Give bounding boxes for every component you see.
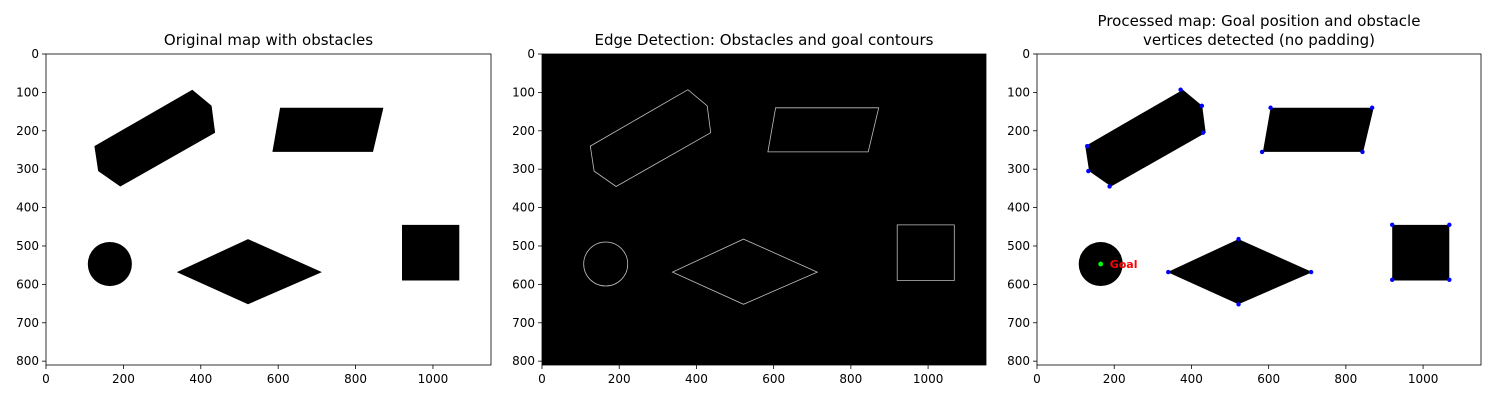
y-tick-label: 400 [1007,201,1030,215]
y-tick-label: 400 [16,201,39,215]
y-tick-label: 600 [512,277,535,291]
x-tick-label: 200 [1103,372,1126,386]
y-tick-label: 500 [1007,239,1030,253]
obstacle-3 [671,238,819,305]
x-tick-label: 0 [1033,372,1041,386]
vertex-marker [1369,105,1375,110]
image-background [542,54,986,365]
y-tick-label: 700 [512,316,535,330]
obstacle-1 [94,89,216,187]
y-tick-label: 300 [512,162,535,176]
vertex-marker [1268,105,1273,110]
x-tick-label: 600 [1257,372,1280,386]
y-tick-label: 100 [1007,85,1030,99]
y-tick-label: 200 [16,124,39,138]
x-tick-label: 0 [42,372,50,386]
image-background [46,54,491,365]
vertex-marker [1259,149,1265,155]
y-tick-label: 300 [1007,162,1030,176]
y-tick-label: 800 [512,354,535,368]
y-tick-label: 500 [16,239,39,253]
chart-title: Original map with obstacles [164,31,373,49]
obstacle-3 [176,239,322,305]
panel-1: 0 200 400 600 800 1000 0 100 200 300 400 500 600 700 8… [16,31,492,386]
y-tick-label: 600 [1007,277,1030,291]
vertex-marker [1236,302,1241,307]
x-tick-label: 200 [608,372,631,386]
obstacle-5 [583,241,629,287]
obstacle-2 [1262,107,1374,152]
x-tick-label: 1000 [913,372,944,386]
y-tick-label: 400 [512,201,535,215]
obstacle-1 [589,89,712,187]
y-tick-label: 600 [16,277,39,291]
image-content: Goal [1078,87,1452,307]
image-background [1037,54,1481,365]
y-tick-label: 0 [527,47,535,61]
vertex-marker [1308,269,1314,275]
x-tick-label: 800 [344,372,367,386]
vertex-marker [1199,103,1205,109]
y-tick-label: 800 [1007,354,1030,368]
x-tick-label: 400 [1180,372,1203,386]
axes-frame [541,53,987,366]
y-tick-label: 300 [16,162,39,176]
image-content [583,89,955,305]
vertex-marker [1086,168,1091,174]
x-tick-label: 800 [1334,372,1357,386]
vertex-marker [1390,222,1395,228]
chart-title: vertices detected (no padding) [1143,31,1375,49]
image-content [87,89,460,305]
y-tick-label: 100 [512,85,535,99]
x-tick-label: 600 [762,372,785,386]
y-tick-label: 100 [16,85,39,99]
x-tick-label: 400 [685,372,708,386]
x-tick-label: 400 [189,372,212,386]
vertex-marker [1200,130,1206,135]
obstacle-4 [1392,224,1450,281]
axes-frame [45,53,492,366]
obstacle-4 [402,224,460,281]
chart-title: Edge Detection: Obstacles and goal conto… [595,31,934,49]
obstacle-4 [896,224,955,281]
vertex-marker [1107,184,1112,189]
x-tick-label: 600 [267,372,290,386]
y-tick-label: 500 [512,239,535,253]
x-tick-label: 1000 [418,372,449,386]
y-tick-label: 700 [16,316,39,330]
panel-3: Goal 0 200 400 600 800 1000 0 100 200 300 400 500 600… [1007,12,1482,386]
goal-marker [1098,261,1104,267]
axes-frame [1036,53,1482,366]
y-tick-label: 200 [512,124,535,138]
vertex-marker [1166,269,1171,275]
vertex-marker [1084,143,1090,149]
obstacle-3 [1167,239,1313,305]
y-tick-label: 200 [1007,124,1030,138]
obstacle-2 [272,107,384,152]
y-tick-label: 800 [16,354,39,368]
y-tick-label: 0 [31,47,39,61]
x-tick-label: 0 [538,372,546,386]
goal-label: Goal [1110,258,1138,271]
panel-2: 0 200 400 600 800 1000 0 100 200 300 400 500 600 700 8… [512,31,987,386]
vertex-marker [1447,277,1452,282]
chart-title: Processed map: Goal position and obstacl… [1098,12,1421,30]
vertex-marker [1447,222,1452,228]
vertex-marker [1236,236,1241,242]
y-tick-label: 700 [1007,316,1030,330]
vertex-marker [1360,149,1365,155]
obstacle-2 [767,107,880,153]
vertex-marker [1390,277,1395,282]
y-tick-label: 0 [1022,47,1030,61]
vertex-marker [1178,87,1183,92]
x-tick-label: 200 [112,372,135,386]
x-tick-label: 800 [839,372,862,386]
obstacle-1 [1085,89,1206,187]
obstacle-5 [87,241,132,287]
x-tick-label: 1000 [1408,372,1439,386]
